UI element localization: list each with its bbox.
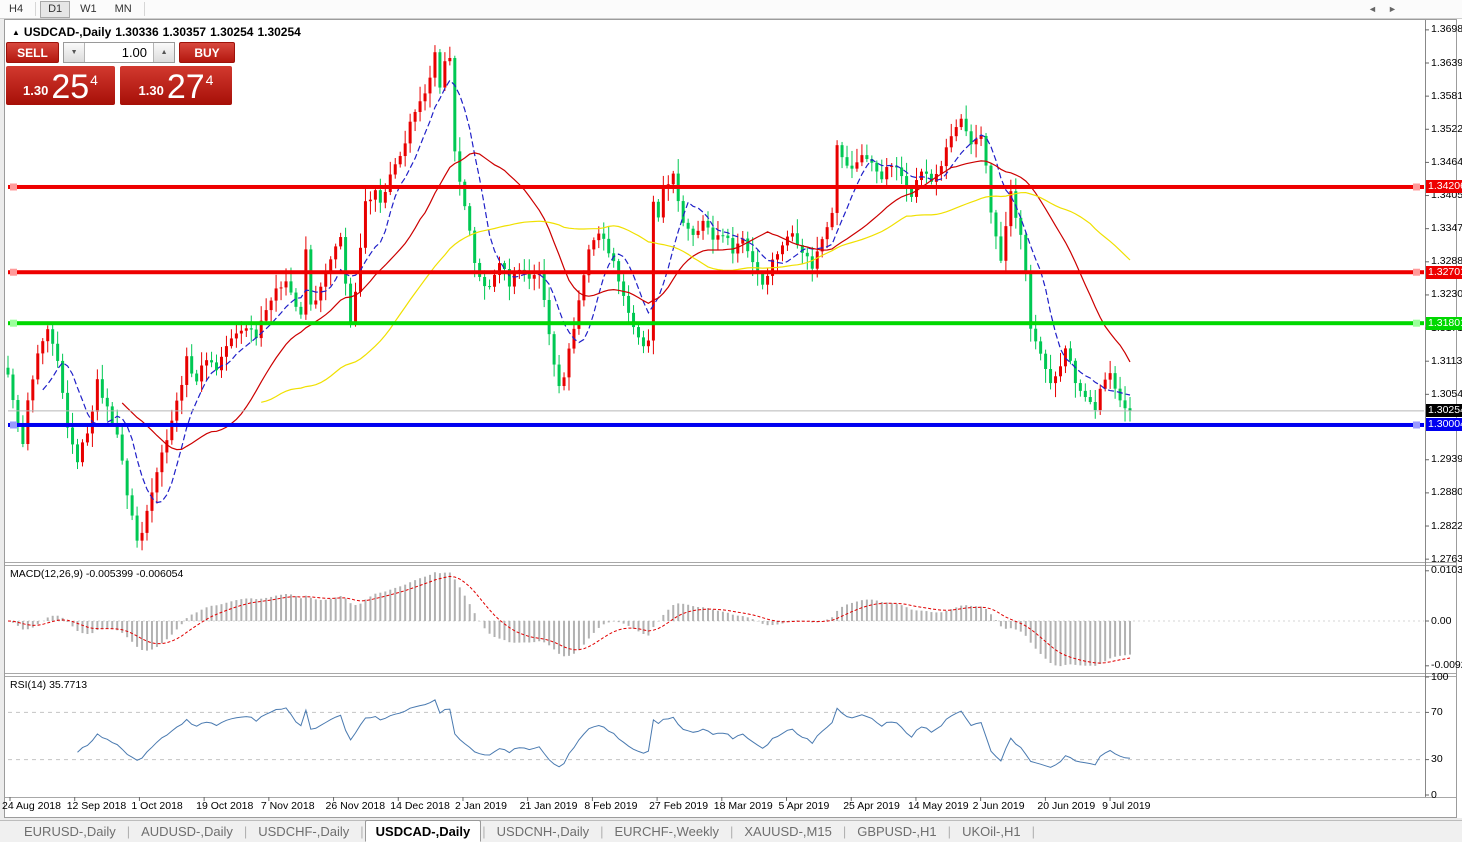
buy-price-prefix: 1.30 bbox=[138, 83, 164, 98]
toolbar-separator bbox=[35, 2, 37, 16]
sell-price-pips: 25 bbox=[51, 68, 90, 106]
date-tick-label: 14 May 2019 bbox=[907, 799, 969, 812]
ohlc-low: 1.30254 bbox=[210, 25, 254, 39]
price-tick-label: 1.28220 bbox=[1431, 519, 1462, 532]
sell-quote-panel[interactable]: 1.30 25 4 bbox=[6, 66, 115, 105]
ohlc-open: 1.30336 bbox=[115, 25, 159, 39]
date-tick-label: 19 Oct 2018 bbox=[196, 799, 254, 812]
rsi-tick-label: 100 bbox=[1431, 670, 1449, 683]
tab-separator: | bbox=[360, 824, 364, 839]
chart-tab-bar: EURUSD-,Daily | AUDUSD-,Daily | USDCHF-,Dail… bbox=[0, 819, 1462, 842]
chart-tab-eurusddaily[interactable]: EURUSD-,Daily bbox=[24, 824, 116, 839]
timeframe-button-h4[interactable]: H4 bbox=[9, 2, 24, 15]
price-tick-label: 1.30545 bbox=[1431, 387, 1462, 400]
date-tick-label: 21 Jan 2019 bbox=[519, 799, 578, 812]
date-tick-label: 18 Mar 2019 bbox=[713, 799, 773, 812]
date-tick-label: 14 Dec 2018 bbox=[390, 799, 450, 812]
tab-separator: | bbox=[842, 824, 847, 839]
chart-tab-eurchfweekly[interactable]: EURCHF-,Weekly bbox=[614, 824, 720, 839]
rsi-tick-label: 0 bbox=[1431, 788, 1437, 801]
tab-separator: | bbox=[1031, 824, 1035, 839]
timeframe-button-w1[interactable]: W1 bbox=[80, 2, 97, 15]
date-tick-label: 7 Nov 2018 bbox=[260, 799, 315, 812]
price-tick-label: 1.33470 bbox=[1431, 222, 1462, 235]
chart-symbol-label: USDCAD-,Daily bbox=[23, 25, 112, 39]
date-tick-label: 2 Jun 2019 bbox=[972, 799, 1025, 812]
current-price-label: 1.30254 bbox=[1426, 404, 1462, 418]
hline-price-label: 1.34206 bbox=[1426, 180, 1462, 194]
buy-price-pipette: 4 bbox=[205, 72, 214, 88]
price-tick-label: 1.36980 bbox=[1431, 23, 1462, 36]
price-tick-label: 1.27635 bbox=[1431, 552, 1462, 565]
timeframe-button-mn[interactable]: MN bbox=[114, 2, 132, 15]
sell-price-pipette: 4 bbox=[90, 72, 98, 88]
macd-tick-label: -0.00920 bbox=[1431, 659, 1462, 672]
price-tick-label: 1.35810 bbox=[1431, 89, 1462, 102]
tab-scroll-right-icon[interactable]: ► bbox=[1388, 4, 1397, 14]
date-tick-label: 27 Feb 2019 bbox=[649, 799, 709, 812]
price-tick-label: 1.28805 bbox=[1431, 486, 1462, 499]
toolbar-separator bbox=[143, 2, 145, 16]
price-tick-label: 1.32300 bbox=[1431, 288, 1462, 301]
date-tick-label: 26 Nov 2018 bbox=[325, 799, 386, 812]
tab-separator: | bbox=[600, 824, 604, 839]
date-tick-label: 20 Jun 2019 bbox=[1037, 799, 1096, 812]
buy-quote-panel[interactable]: 1.30 27 4 bbox=[120, 66, 232, 105]
price-tick-label: 1.29390 bbox=[1431, 453, 1462, 466]
timeframe-button-d1[interactable]: D1 bbox=[40, 0, 71, 18]
buy-price-pips: 27 bbox=[166, 68, 205, 106]
date-tick-label: 2 Jan 2019 bbox=[454, 799, 507, 812]
ohlc-close: 1.30254 bbox=[257, 25, 301, 39]
macd-indicator-label: MACD(12,26,9) -0.005399 -0.006054 bbox=[10, 568, 184, 580]
macd-tick-label: 0.00 bbox=[1431, 614, 1452, 627]
chart-tab-usdchfdaily[interactable]: USDCHF-,Daily bbox=[258, 824, 350, 839]
price-tick-label: 1.32885 bbox=[1431, 255, 1462, 268]
date-tick-label: 8 Feb 2019 bbox=[584, 799, 638, 812]
tab-separator: | bbox=[243, 824, 248, 839]
chart-tab-ukoilh1[interactable]: UKOil-,H1 bbox=[962, 824, 1021, 839]
buy-button[interactable]: BUY bbox=[179, 42, 235, 63]
window-left-gutter bbox=[0, 19, 4, 818]
volume-decrease-icon[interactable]: ▼ bbox=[64, 43, 85, 62]
tab-separator: | bbox=[947, 824, 952, 839]
chart-tab-usdcaddaily[interactable]: USDCAD-,Daily bbox=[364, 819, 482, 842]
date-tick-label: 25 Apr 2019 bbox=[843, 799, 900, 812]
price-tick-label: 1.36395 bbox=[1431, 56, 1462, 69]
tab-separator: | bbox=[730, 824, 734, 839]
rsi-tick-label: 70 bbox=[1431, 705, 1443, 718]
price-tick-label: 1.31130 bbox=[1431, 354, 1462, 367]
collapse-arrow-icon[interactable]: ▲ bbox=[12, 28, 20, 37]
sell-button[interactable]: SELL bbox=[6, 42, 60, 63]
chart-tab-gbpusdh1[interactable]: GBPUSD-,H1 bbox=[857, 824, 937, 839]
tab-scroll-left-icon[interactable]: ◄ bbox=[1368, 4, 1377, 14]
volume-input[interactable]: 1.00 bbox=[84, 43, 155, 62]
price-tick-label: 1.34640 bbox=[1431, 155, 1462, 168]
ohlc-high: 1.30357 bbox=[162, 25, 207, 39]
tab-separator: | bbox=[482, 824, 486, 839]
date-tick-label: 24 Aug 2018 bbox=[2, 799, 61, 812]
timeframe-toolbar: H4 D1 W1 MN bbox=[0, 0, 1462, 19]
chart-title: ▲ USDCAD-,Daily 1.30336 1.30357 1.30254 1.302… bbox=[12, 25, 305, 39]
tab-separator: | bbox=[126, 824, 131, 839]
hline-price-label: 1.30004 bbox=[1426, 418, 1462, 432]
price-tick-label: 1.35225 bbox=[1431, 122, 1462, 135]
sell-price-prefix: 1.30 bbox=[23, 83, 49, 98]
rsi-tick-label: 30 bbox=[1431, 753, 1443, 766]
rsi-indicator-label: RSI(14) 35.7713 bbox=[10, 679, 88, 691]
volume-increase-icon[interactable]: ▲ bbox=[154, 43, 175, 62]
date-tick-label: 12 Sep 2018 bbox=[66, 799, 127, 812]
macd-tick-label: 0.010311 bbox=[1431, 564, 1462, 577]
chart-tab-audusddaily[interactable]: AUDUSD-,Daily bbox=[141, 824, 233, 839]
chart-tab-xauusdm15[interactable]: XAUUSD-,M15 bbox=[744, 824, 832, 839]
date-tick-label: 5 Apr 2019 bbox=[778, 799, 830, 812]
date-tick-label: 1 Oct 2018 bbox=[131, 799, 183, 812]
chart-tab-usdcnhdaily[interactable]: USDCNH-,Daily bbox=[496, 824, 590, 839]
volume-spinner: ▼ 1.00 ▲ bbox=[63, 42, 176, 63]
date-tick-label: 9 Jul 2019 bbox=[1102, 799, 1151, 812]
one-click-trade-panel: SELL ▼ 1.00 ▲ BUY 1.30 25 4 1.30 27 4 bbox=[6, 42, 235, 105]
